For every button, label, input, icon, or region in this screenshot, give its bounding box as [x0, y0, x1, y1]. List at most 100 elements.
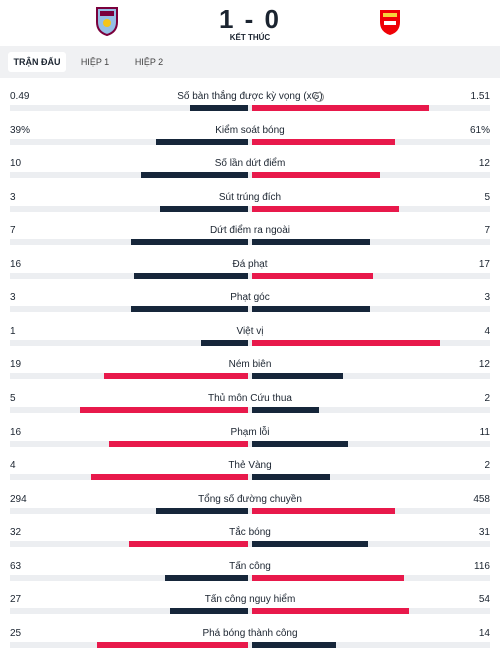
home-bar	[108, 440, 248, 447]
home-value: 4	[10, 460, 16, 472]
stat-label: Số lần dứt điểm	[214, 158, 286, 170]
bar-track	[10, 608, 490, 615]
away-bar	[252, 407, 320, 414]
home-value: 19	[10, 359, 22, 371]
stat-label: Đá phạt	[232, 258, 268, 270]
away-value: 458	[473, 493, 490, 505]
info-icon	[314, 92, 324, 102]
away-value: 5	[484, 191, 490, 203]
home-value: 16	[10, 258, 22, 270]
away-value: 7	[484, 225, 490, 237]
home-value: 0.49	[10, 91, 30, 102]
bar-track	[10, 138, 490, 145]
away-bar	[252, 105, 430, 111]
home-bar	[159, 205, 248, 212]
stat-label: Thủ môn Cứu thua	[208, 393, 292, 405]
stat-label: Dứt điểm ra ngoài	[209, 225, 291, 237]
away-value: 12	[478, 359, 490, 371]
home-logo	[96, 7, 118, 36]
away-bar	[252, 641, 337, 648]
stat-label: Phạt góc	[230, 292, 270, 304]
bar-track	[10, 574, 490, 581]
away-bar	[252, 172, 381, 179]
home-value: 3	[10, 292, 16, 304]
bar-track	[10, 541, 490, 548]
home-bar	[165, 574, 248, 581]
bar-track	[10, 172, 490, 179]
home-bar	[91, 474, 248, 481]
home-bar	[134, 272, 248, 279]
away-bar	[252, 373, 343, 380]
away-bar	[252, 541, 368, 548]
stat-label: Tổng số đường chuyền	[198, 493, 302, 505]
away-bar	[252, 608, 409, 615]
away-value: 1.51	[470, 91, 490, 102]
home-bar	[97, 641, 248, 648]
stat-label: Việt vị	[236, 325, 264, 337]
bar-track	[10, 440, 490, 447]
home-value: 16	[10, 426, 22, 438]
tab[interactable]: TRẬN ĐẤU	[8, 52, 66, 72]
home-bar	[156, 507, 248, 514]
away-bar	[252, 272, 374, 279]
tab[interactable]: HIỆP 2	[134, 57, 164, 67]
home-bar	[156, 138, 248, 145]
away-logo	[380, 10, 400, 35]
home-bar	[103, 373, 248, 380]
stat-label: Thẻ Vàng	[228, 460, 272, 472]
home-bar	[201, 339, 248, 346]
away-value: 11	[479, 426, 490, 438]
home-bar	[80, 407, 248, 414]
stat-label: Sút trúng đích	[218, 191, 282, 203]
home-value: 27	[10, 594, 22, 606]
tab[interactable]: HIỆP 1	[80, 57, 110, 67]
away-value: 4	[484, 325, 490, 337]
away-bar	[252, 440, 348, 447]
bar-track	[10, 239, 490, 246]
away-bar	[252, 339, 440, 346]
tab-bar	[0, 46, 500, 78]
home-value: 294	[10, 493, 27, 505]
home-bar	[130, 239, 248, 246]
match-status: KẾT THÚC	[229, 33, 271, 42]
away-bar	[252, 205, 399, 212]
away-bar	[252, 239, 370, 246]
home-value: 3	[10, 191, 16, 203]
away-bar	[252, 138, 396, 145]
away-value: 2	[484, 460, 490, 472]
stat-label: Tấn công nguy hiểm	[204, 594, 296, 606]
bar-track	[10, 339, 490, 346]
bar-track	[10, 105, 490, 111]
home-value: 25	[10, 627, 22, 639]
away-bar	[252, 474, 331, 481]
stat-label: Tắc bóng	[229, 527, 271, 539]
bar-track	[10, 306, 490, 313]
home-bar	[128, 541, 248, 548]
home-bar	[141, 172, 248, 179]
bar-track	[10, 373, 490, 380]
score: 1 - 0	[218, 4, 282, 34]
away-value: 12	[478, 158, 490, 170]
bar-track	[10, 272, 490, 279]
bar-track	[10, 507, 490, 514]
stat-label: Tấn công	[229, 560, 271, 572]
away-bar	[252, 574, 405, 581]
home-bar	[130, 306, 248, 313]
stat-label: Phá bóng thành công	[202, 627, 298, 639]
home-value: 10	[10, 158, 22, 170]
away-bar	[252, 507, 396, 514]
stat-label: Phạm lỗi	[230, 426, 270, 438]
home-value: 39%	[10, 124, 31, 136]
bar-track	[10, 474, 490, 481]
away-value: 3	[484, 292, 490, 304]
home-value: 32	[10, 527, 22, 539]
away-value: 2	[484, 393, 490, 405]
home-value: 7	[10, 225, 16, 237]
stat-label: Số bàn thắng được kỳ vọng (xG)	[177, 91, 323, 102]
away-bar	[252, 306, 370, 313]
stat-label: Ném biên	[228, 359, 272, 371]
home-value: 5	[10, 393, 16, 405]
away-value: 54	[478, 594, 490, 606]
away-value: 14	[478, 627, 490, 639]
